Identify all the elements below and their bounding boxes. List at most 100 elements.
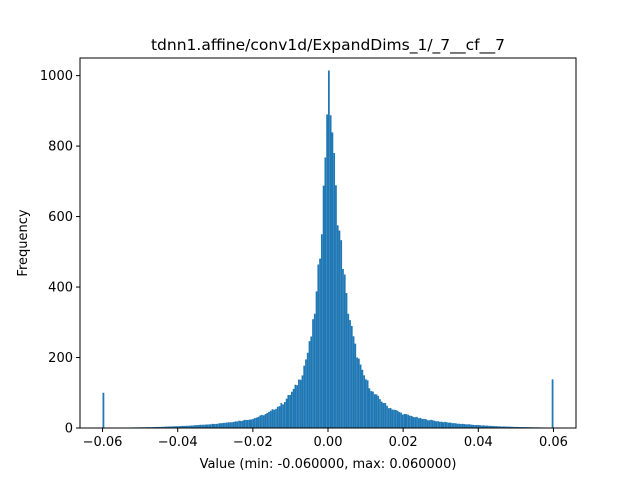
histogram-bar: [368, 388, 371, 428]
histogram-bar: [173, 426, 175, 428]
histogram-bar: [273, 409, 276, 428]
histogram-bar: [185, 425, 188, 428]
histogram-bar: [430, 419, 432, 428]
histogram-bar: [490, 425, 492, 428]
histogram-bar: [414, 417, 417, 428]
histogram-bar: [229, 422, 232, 428]
histogram-bar: [398, 412, 401, 428]
histogram-bar: [160, 426, 163, 428]
histogram-bar: [225, 422, 228, 428]
histogram-bar: [393, 409, 395, 428]
histogram-bar: [202, 424, 205, 428]
histogram-bar: [291, 391, 293, 428]
histogram-bar: [261, 414, 263, 428]
histogram-bar: [294, 384, 297, 428]
histogram-bar: [486, 425, 489, 428]
y-axis-ticks: 0 200 400 600 800 1000: [40, 69, 80, 437]
histogram-bar: [278, 406, 281, 428]
histogram-bar: [157, 426, 159, 428]
histogram-bar: [479, 425, 482, 428]
histogram-bar: [208, 424, 210, 428]
histogram-bar: [373, 394, 376, 428]
histogram-bar: [333, 153, 336, 428]
histogram-bar: [465, 424, 468, 428]
histogram-bar: [488, 425, 491, 428]
histogram-bar: [470, 424, 473, 428]
x-tick-label: −0.04: [158, 435, 198, 450]
histogram-bar: [474, 425, 476, 428]
histogram-bar: [403, 413, 406, 428]
histogram-bar: [407, 414, 410, 428]
histogram-bar: [319, 258, 321, 428]
histogram-bar: [343, 274, 346, 428]
histogram-bar: [514, 426, 517, 428]
histogram-bar: [484, 425, 487, 428]
histogram-bar: [158, 426, 161, 428]
histogram-bar: [435, 421, 438, 428]
histogram-bar: [301, 375, 304, 428]
histogram-bar: [292, 388, 295, 428]
histogram-bar: [400, 412, 402, 428]
histogram-bar: [382, 403, 385, 428]
histogram-bar: [102, 392, 105, 428]
histogram-bar: [401, 414, 404, 428]
histogram-bar: [386, 405, 388, 428]
histogram-bar: [326, 114, 328, 429]
histogram-bar: [259, 415, 262, 428]
histogram-bar: [201, 424, 203, 428]
histogram-bar: [454, 423, 457, 428]
histogram-bar: [285, 398, 288, 428]
histogram-bar: [162, 426, 165, 428]
histogram-bar: [472, 424, 475, 428]
histogram-bar: [375, 394, 378, 428]
histogram-bar: [500, 426, 503, 428]
histogram-bar: [312, 319, 314, 428]
histogram-bar: [283, 401, 286, 428]
histogram-bar: [248, 419, 251, 428]
histogram-bar: [289, 394, 292, 428]
histogram-bar: [197, 425, 200, 428]
histogram-bar: [509, 426, 512, 428]
histogram-bar: [364, 379, 367, 428]
histogram-bar: [477, 425, 480, 428]
x-tick-label: −0.02: [233, 435, 273, 450]
histogram-bar: [391, 409, 394, 428]
histogram-bar: [497, 426, 499, 428]
histogram-bar: [458, 423, 461, 428]
histogram-bar: [199, 424, 202, 428]
histogram-bar: [187, 425, 189, 428]
histogram-bar: [275, 408, 277, 428]
histogram-bar: [317, 264, 320, 428]
histogram-bar: [361, 369, 364, 428]
histogram-bar: [224, 422, 226, 428]
histogram-bar: [178, 426, 181, 428]
histogram-bar: [350, 325, 353, 428]
histogram-bar: [209, 424, 212, 428]
histogram-bar: [396, 410, 399, 428]
plot-frame: [79, 57, 577, 429]
histogram-bar: [446, 422, 448, 428]
histogram-bar: [405, 414, 408, 428]
histogram-bar: [194, 425, 196, 428]
histogram-bar: [449, 422, 452, 428]
histogram-bar: [303, 365, 306, 428]
histogram-bar: [442, 422, 445, 428]
histogram-bar: [238, 420, 240, 428]
histogram-bars: [102, 70, 554, 429]
histogram-bar: [335, 185, 337, 428]
x-tick-label: 0.06: [539, 435, 568, 450]
histogram-bar: [167, 426, 170, 428]
histogram-bar: [507, 426, 510, 428]
y-tick-label: 400: [48, 281, 73, 296]
histogram-bar: [213, 424, 216, 428]
histogram-bar: [222, 422, 225, 428]
histogram-bar: [516, 426, 519, 428]
histogram-bar: [511, 426, 513, 428]
histogram-bar: [220, 423, 223, 428]
histogram-bar: [372, 391, 374, 428]
histogram-bar: [239, 420, 242, 428]
histogram-bar: [444, 421, 447, 428]
x-tick-label: 0.00: [314, 435, 343, 450]
histogram-bar: [493, 426, 496, 428]
histogram-bar: [505, 426, 508, 428]
